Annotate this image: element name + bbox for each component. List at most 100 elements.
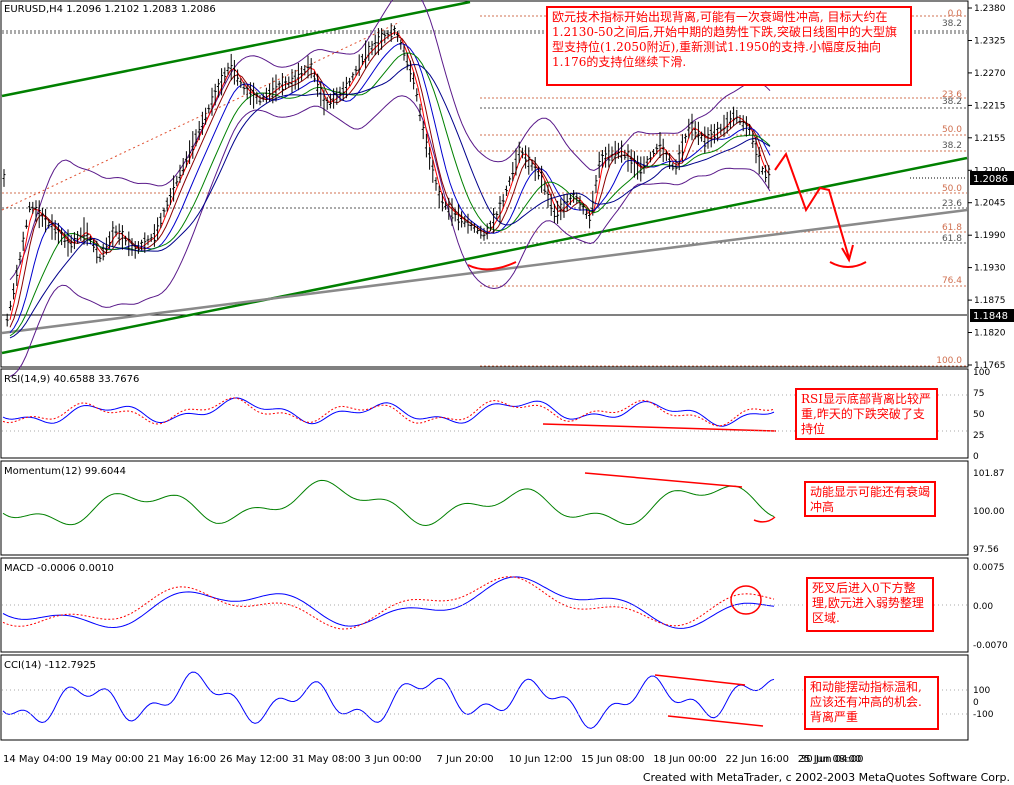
- macd-panel-frame: [0, 557, 969, 653]
- x-tick-label: 19 May 00:00: [75, 754, 144, 765]
- momentum-line-0: [2, 479, 775, 527]
- fib-label: 61.8: [942, 234, 962, 244]
- rsi-line-1: [2, 397, 775, 427]
- x-tick-label: 26 May 12:00: [220, 754, 289, 765]
- macd-annotation-box: 死叉后进入0下方整理,欧元进入弱势整理区域.: [806, 577, 934, 632]
- rsi-annotation-text: RSI显示底部背离比较严重,昨天的下跌突破了支持位: [801, 392, 931, 436]
- panel-frames: [0, 0, 969, 741]
- x-tick-label: 14 May 04:00: [3, 754, 72, 765]
- y-tick-label: 1.1990: [974, 231, 1006, 241]
- fib-fan-line: [1, 21, 401, 211]
- y-tick-label: 1.2380: [974, 4, 1006, 14]
- cci-lower-divergence: [667, 715, 764, 727]
- y-tick-label: 0.00: [973, 602, 993, 612]
- y-tick-label: 97.56: [973, 545, 999, 555]
- main-annotation-box: 欧元技术指标开始出现背离,可能有一次衰竭性冲高, 目标大约在1.2130-50之…: [546, 6, 912, 86]
- y-tick-label: 75: [973, 389, 984, 399]
- current-price-label: 1.2086: [973, 174, 1008, 185]
- ma-blue: [9, 43, 771, 334]
- band-lower: [9, 95, 771, 377]
- y-tick-label: 25: [973, 431, 984, 441]
- y-tick-label: 0: [973, 698, 979, 708]
- y-tick-label: 1.1875: [974, 296, 1006, 306]
- momentum-hook: [753, 516, 776, 523]
- fib-label: 61.8: [942, 223, 962, 233]
- cci-annotation-text: 和动能摆动指标温和,应该还有冲高的机会.背离严重: [810, 680, 922, 724]
- level-price-tag: 1.1848: [970, 309, 1014, 322]
- forecast-arrow: [841, 244, 854, 263]
- y-tick-label: 100: [973, 686, 990, 696]
- y-tick-label: 100: [973, 368, 990, 378]
- momentum-series: [2, 479, 775, 527]
- momentum-annotation-text: 动能显示可能还有衰竭冲高: [810, 485, 931, 514]
- cci-upper-divergence: [654, 674, 746, 686]
- fib-label: 38.2: [942, 97, 962, 107]
- fib-label: 50.0: [942, 184, 962, 194]
- ma-navy: [9, 63, 771, 339]
- x-tick-label: 3 Jun 00:00: [364, 754, 421, 765]
- support-curve: [467, 261, 517, 271]
- y-tick-label: 1.1930: [974, 264, 1006, 274]
- rsi-panel-frame: [0, 368, 969, 459]
- current-price-tag: 1.2086: [970, 171, 1014, 185]
- x-tick-label: 25 Jun 08:00: [798, 754, 862, 765]
- macd-line-0: [2, 576, 775, 629]
- y-tick-label: 1.2045: [974, 199, 1006, 209]
- y-tick-label: 1.2270: [974, 69, 1006, 79]
- x-axis-labels: 14 May 04:00 19 May 00:00 21 May 16:00 26 M…: [3, 754, 864, 765]
- x-tick-label: 10 Jun 12:00: [509, 754, 573, 765]
- x-tick-label: 30 Jun 04:00: [800, 754, 864, 765]
- y-tick-label: 1.2155: [974, 134, 1006, 144]
- momentum-divergence-line: [584, 472, 743, 488]
- fib-label: 0.0: [948, 9, 963, 19]
- x-tick-label: 21 May 16:00: [148, 754, 217, 765]
- main-overlays: [1, 0, 968, 367]
- macd-cross-circle: [730, 585, 762, 615]
- fib-label: 76.4: [942, 276, 962, 286]
- y-tick-label: 1.1765: [974, 361, 1006, 371]
- footer-credit: Created with MetaTrader, c 2002-2003 Met…: [643, 771, 1010, 784]
- fib-label: 100.0: [936, 356, 962, 366]
- level-price-label: 1.1848: [973, 311, 1008, 322]
- momentum-annotation-box: 动能显示可能还有衰竭冲高: [804, 481, 936, 517]
- main-annotation-text: 欧元技术指标开始出现背离,可能有一次衰竭性冲高, 目标大约在1.2130-50之…: [552, 10, 897, 69]
- band-upper: [9, 0, 771, 281]
- level-price-tag-bg: [970, 309, 1014, 322]
- y-tick-label: 101.87: [973, 469, 1005, 479]
- rsi-level-line: [542, 423, 777, 432]
- momentum-title: Momentum(12) 99.6044: [4, 466, 126, 477]
- ma-darkred: [9, 36, 771, 328]
- fib-label: 23.6: [942, 90, 962, 100]
- y-tick-label: 100.00: [973, 507, 1005, 517]
- x-tick-label: 7 Jun 20:00: [437, 754, 494, 765]
- momentum-panel-frame: [0, 460, 969, 556]
- fib-label: 38.2: [942, 19, 962, 29]
- y-tick-label: 1.2325: [974, 37, 1006, 47]
- rsi-line-0: [2, 397, 775, 427]
- cci-panel-frame: [0, 654, 969, 741]
- forecast-target-curve: [829, 261, 867, 268]
- current-price-tag-bg: [970, 171, 1014, 185]
- rsi-annotation-box: RSI显示底部背离比较严重,昨天的下跌突破了支持位: [795, 388, 938, 440]
- x-tick-label: 31 May 08:00: [292, 754, 361, 765]
- moving-averages: [9, 32, 771, 339]
- macd-series: [2, 576, 775, 630]
- rsi-title: RSI(14,9) 40.6588 33.7676: [4, 374, 139, 385]
- cci-line-0: [2, 671, 775, 729]
- y-tick-label: 1.1820: [974, 329, 1006, 339]
- main-panel-frame: [0, 0, 969, 368]
- x-tick-label: 22 Jun 16:00: [726, 754, 790, 765]
- y-tick-label: -0.0070: [973, 641, 1008, 651]
- macd-title: MACD -0.0006 0.0010: [4, 563, 114, 574]
- price-bars: [2, 23, 771, 327]
- y-tick-label: 0.0075: [973, 563, 1005, 573]
- cci-series: [2, 671, 775, 729]
- upper-trend-line: [1, 0, 471, 98]
- y-tick-label: 50: [973, 410, 985, 420]
- fib-labels: 0.038.223.638.250.038.250.023.661.861.87…: [936, 9, 962, 366]
- bollinger-bands: [9, 0, 771, 377]
- main-chart-title: EURUSD,H4 1.2096 1.2102 1.2083 1.2086: [4, 4, 216, 15]
- grey-trend-line: [1, 208, 968, 335]
- x-tick-label: 18 Jun 00:00: [653, 754, 717, 765]
